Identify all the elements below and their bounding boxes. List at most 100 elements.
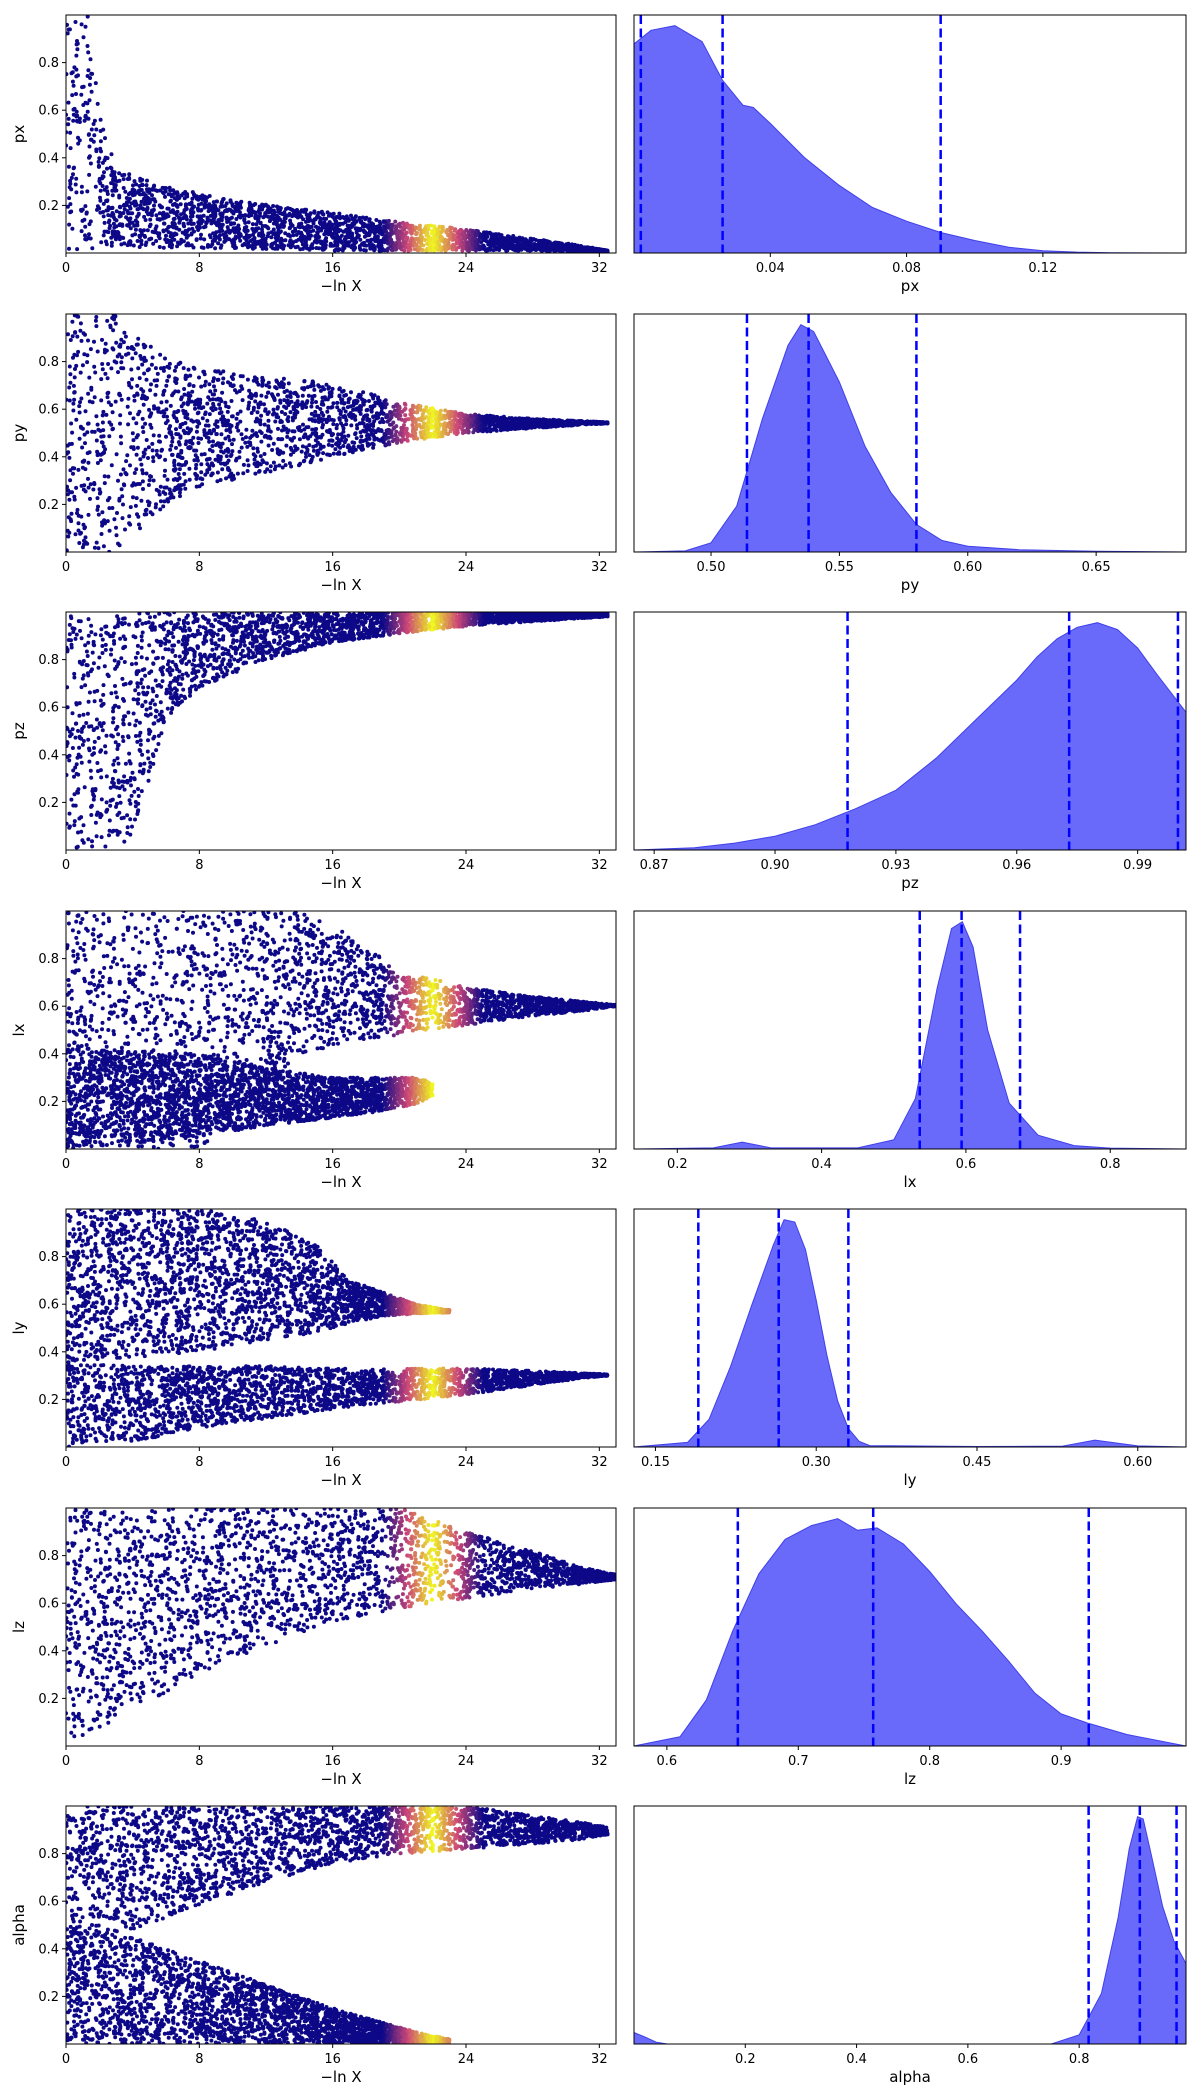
trace-point [247,400,252,405]
trace-point [213,246,218,251]
trace-point [341,426,346,431]
x-tick-label: 16 [324,261,341,276]
trace-point [367,417,372,422]
trace-point [118,204,122,209]
trace-point [333,218,338,223]
trace-point [88,496,92,501]
trace-point [167,426,172,431]
trace-point [105,166,109,171]
trace-point [251,378,256,383]
trace-point [71,112,76,117]
trace-point [254,376,259,381]
trace-point [174,445,178,450]
trace-point [123,527,127,532]
trace-point [111,221,116,226]
trace-point [230,477,235,482]
trace-point [145,368,150,373]
trace-point [353,417,358,422]
trace-point [67,246,71,251]
trace-point [449,226,454,230]
trace-point [270,241,275,246]
trace-point [88,57,93,62]
trace-point [340,397,345,402]
trace-point [81,103,86,107]
trace-point [392,408,397,413]
trace-point [109,366,114,371]
trace-point [94,438,99,443]
trace-point [157,236,162,241]
trace-point [83,204,88,209]
trace-point [149,213,154,218]
trace-point [422,238,427,242]
trace-point [86,68,91,73]
trace-point [362,248,366,253]
trace-point [446,241,451,246]
trace-point [80,545,85,550]
trace-point [83,224,88,229]
trace-point [114,209,119,214]
trace-point [117,498,122,503]
trace-point [103,136,107,141]
trace-point [117,171,122,176]
trace-point [109,403,114,407]
trace-point [66,143,69,148]
trace-point [100,362,105,366]
trace-point [126,396,131,401]
trace-point [85,109,90,114]
trace-point [498,238,503,243]
trace-point [231,372,236,377]
trace-point [182,471,187,476]
trace-point [425,241,430,246]
trace-point [216,377,221,382]
trace-point [293,229,298,233]
trace-point [378,239,383,243]
trace-point [224,201,229,206]
trace-point [92,118,97,123]
trace-point [314,434,319,439]
trace-point [80,445,85,450]
trace-point [163,189,168,194]
trace-point [321,451,326,456]
trace-point [231,383,236,388]
trace-point [351,447,356,451]
trace-point [409,237,414,242]
trace-point [118,434,123,439]
trace-point [119,355,124,360]
trace-point [150,193,154,198]
trace-point [152,203,156,208]
trace-point [309,224,314,229]
trace-point [72,397,77,402]
trace-point [245,377,250,382]
trace-point [335,405,340,410]
trace-point [257,204,262,209]
trace-point [518,244,523,249]
trace-point [138,203,143,208]
trace-point [154,213,159,218]
trace-point [139,498,144,503]
trace-point [488,238,493,243]
trace-point [314,413,319,418]
trace-point [315,226,320,231]
trace-point [134,435,139,440]
trace-point [407,224,412,229]
trace-point [230,204,235,208]
trace-point [100,184,105,188]
trace-point [207,382,212,387]
trace-point [426,420,431,425]
trace-point [286,381,291,386]
trace-point [183,213,188,218]
trace-point [281,458,286,463]
trace-point [69,421,74,426]
trace-point [259,439,264,444]
trace-point [379,231,384,236]
trace-point [265,225,270,230]
trace-point [198,236,203,241]
trace-point [221,423,226,428]
trace-point [285,394,290,399]
trace-point [226,449,231,454]
trace-point [85,353,90,358]
trace-point [289,399,294,404]
trace-point [397,244,402,249]
trace-point [251,405,256,410]
trace-point [359,447,364,452]
